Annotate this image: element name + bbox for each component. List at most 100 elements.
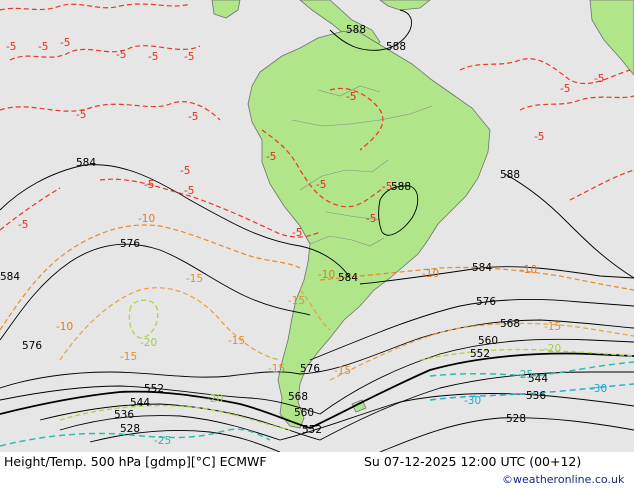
height-label: 560	[294, 407, 314, 419]
height-label: 560	[478, 335, 498, 347]
country-borders	[291, 85, 433, 247]
contour-588-brazil	[378, 185, 419, 236]
isotherm-minus5	[9, 45, 201, 61]
temp-labels-minus15: -15 -15 -15 -15 -15 -15 -15	[120, 273, 561, 377]
isotherm-minus5	[329, 87, 384, 151]
contour-584-main	[0, 164, 351, 279]
isotherm-minus20	[419, 348, 634, 361]
temp-labels-minus25: -25 -25	[154, 369, 533, 447]
contour-552	[0, 352, 634, 429]
height-label: 584	[472, 262, 492, 274]
isotherm-minus5	[261, 129, 385, 208]
temp-label: -5	[184, 51, 194, 63]
weather-map: 588 588 588 588 584 584 584 584 576 576 …	[0, 0, 634, 452]
temp-label: -5	[560, 83, 570, 95]
isotherm-minus10	[0, 224, 301, 331]
border-line	[291, 105, 433, 127]
isotherm-minus5	[0, 101, 221, 121]
isotherm-minus20	[59, 405, 291, 431]
temp-label: -10	[138, 213, 155, 225]
temp-labels-minus30: -30 -30	[464, 383, 607, 407]
isotherm-minus5	[569, 169, 634, 201]
isotherm-minus10	[319, 266, 634, 291]
height-label: 528	[506, 413, 526, 425]
height-label: 584	[0, 271, 20, 283]
temp-label: -10	[56, 321, 73, 333]
temp-label: -15	[120, 351, 137, 363]
temp-label: -5	[60, 37, 70, 49]
temp-label: -5	[6, 41, 16, 53]
height-label: 576	[476, 296, 496, 308]
south-america-land	[247, 29, 491, 429]
temp-label: -25	[154, 435, 171, 447]
temp-label: -5	[316, 179, 326, 191]
height-label: 552	[470, 348, 490, 360]
isotherm-minus5	[519, 95, 634, 111]
contour-588-east	[504, 173, 634, 279]
temp-label: -10	[422, 268, 439, 280]
isotherm-minus25	[429, 361, 634, 377]
isotherm-minus5	[99, 178, 321, 238]
temp-label: -15	[544, 321, 561, 333]
temp-label: -20	[206, 393, 223, 405]
isotherm-minus5	[459, 58, 631, 85]
contour-588-north	[329, 9, 412, 51]
temp-label: -5	[594, 73, 604, 85]
contour-576-main	[0, 243, 311, 341]
land-masses	[211, 0, 634, 429]
temp-contours-minus15	[59, 287, 634, 381]
temp-label: -5	[18, 219, 28, 231]
temp-label: -15	[288, 295, 305, 307]
temp-label: -10	[318, 269, 335, 281]
height-label: 576	[120, 238, 140, 250]
caribbean-land	[379, 0, 431, 11]
temp-label: -20	[544, 343, 561, 355]
africa-land	[589, 0, 634, 76]
temp-label: -5	[382, 181, 392, 193]
contour-576-east	[309, 298, 634, 361]
temp-label: -30	[590, 383, 607, 395]
temp-label: -5	[38, 41, 48, 53]
height-label: 544	[528, 373, 548, 385]
contour-544	[39, 371, 634, 441]
site-credit[interactable]: ©weatheronline.co.uk	[502, 473, 625, 486]
temp-labels-minus20: -20 -20 -20	[140, 337, 561, 405]
isotherm-minus5	[0, 187, 61, 231]
isotherm-minus25	[0, 428, 271, 447]
temp-label: -30	[464, 395, 481, 407]
height-label: 584	[338, 272, 358, 284]
isotherm-minus15	[329, 322, 634, 381]
height-label: 588	[386, 41, 406, 53]
isotherm-minus20-closed	[128, 299, 159, 339]
isotherm-minus5	[0, 3, 191, 11]
contour-528	[89, 417, 634, 452]
temp-label: -15	[228, 335, 245, 347]
temp-contours-minus10	[0, 224, 634, 331]
border-line	[309, 235, 385, 247]
temp-contours-minus5	[0, 3, 634, 238]
contour-568	[0, 319, 634, 389]
temp-label: -5	[144, 179, 154, 191]
height-label: 576	[22, 340, 42, 352]
height-label: 552	[302, 424, 322, 436]
temp-label: -5	[346, 91, 356, 103]
temp-label: -15	[334, 365, 351, 377]
map-footer: Height/Temp. 500 hPa [gdmp][°C] ECMWF Su…	[0, 452, 634, 490]
temp-label: -5	[116, 49, 126, 61]
border-line	[317, 85, 381, 97]
height-label: 588	[346, 24, 366, 36]
height-label: 544	[130, 397, 150, 409]
isotherm-minus15	[59, 287, 281, 361]
temp-label: -25	[516, 369, 533, 381]
contour-560	[0, 338, 634, 415]
height-label: 584	[76, 157, 96, 169]
border-line	[325, 211, 381, 221]
border-line	[299, 159, 389, 191]
temp-contours-minus25	[0, 361, 634, 447]
height-label: 568	[500, 318, 520, 330]
temp-label: -15	[186, 273, 203, 285]
temp-label: -5	[534, 131, 544, 143]
height-label: 588	[500, 169, 520, 181]
temp-contours-minus30	[429, 383, 634, 401]
